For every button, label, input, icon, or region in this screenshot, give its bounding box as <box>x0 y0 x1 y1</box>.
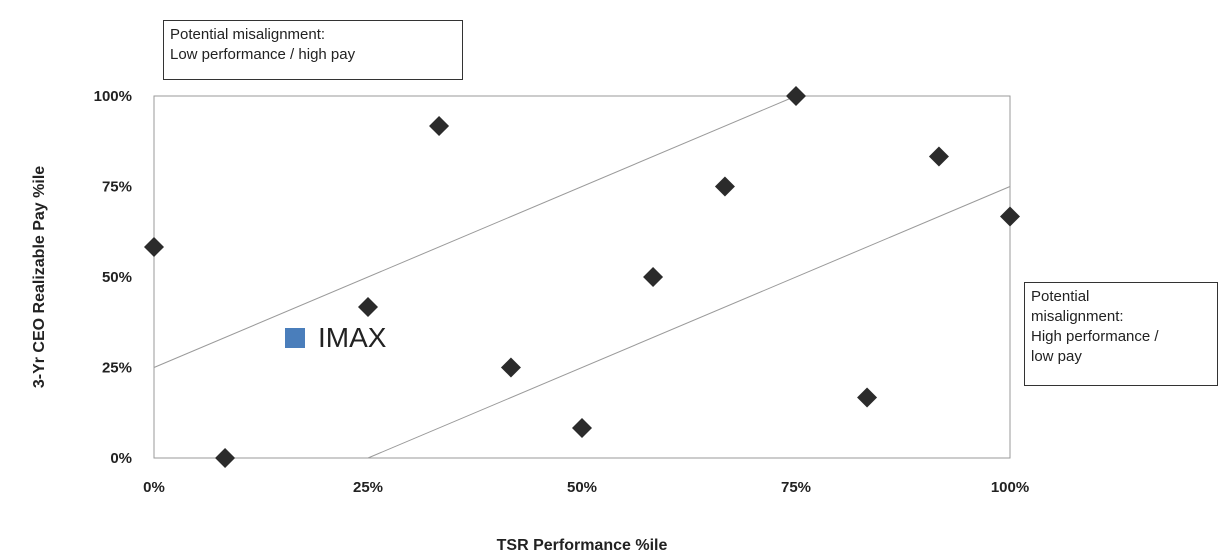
x-tick-label: 50% <box>567 479 597 496</box>
data-point <box>500 357 521 378</box>
annotation-line: Potential misalignment: <box>170 26 326 43</box>
legend: IMAX <box>285 322 386 354</box>
data-point <box>358 297 378 318</box>
annotation-line: Potential <box>1031 288 1090 305</box>
legend-swatch <box>285 328 305 348</box>
annotation-line: misalignment: <box>1031 308 1124 325</box>
x-tick-label: 25% <box>353 479 383 496</box>
y-tick-label: 50% <box>102 269 132 286</box>
reference-line-2 <box>367 186 1011 459</box>
y-tick-label: 0% <box>110 450 132 467</box>
data-point <box>857 387 878 408</box>
data-point <box>572 417 592 438</box>
y-tick-label: 100% <box>94 88 132 105</box>
x-tick-label: 100% <box>991 479 1029 496</box>
data-point <box>786 86 806 106</box>
reference-lines <box>153 95 1011 459</box>
annotation-low-performance-high-pay: Potential misalignment: Low performance … <box>163 20 463 80</box>
legend-label: IMAX <box>318 322 387 353</box>
x-axis-tick-labels: 0% 25% 50% 75% 100% <box>143 479 1029 496</box>
annotation-line: low pay <box>1031 348 1082 365</box>
data-point <box>643 267 664 287</box>
data-point <box>928 146 949 167</box>
data-point <box>1000 206 1020 227</box>
annotation-high-performance-low-pay: Potential misalignment: High performance… <box>1024 282 1218 386</box>
annotation-line: Low performance / high pay <box>170 46 356 63</box>
annotation-line: High performance / <box>1031 328 1159 345</box>
y-axis-title: 3-Yr CEO Realizable Pay %ile <box>31 166 48 388</box>
data-point <box>429 116 450 137</box>
data-point <box>714 176 735 197</box>
data-point <box>215 448 236 468</box>
x-axis-title: TSR Performance %ile <box>497 537 668 554</box>
y-tick-label: 75% <box>102 179 132 196</box>
reference-line-1 <box>153 95 797 368</box>
x-tick-label: 0% <box>143 479 165 496</box>
y-axis-tick-labels: 0% 25% 50% 75% 100% <box>94 88 132 467</box>
y-tick-label: 25% <box>102 360 132 377</box>
plot-frame <box>153 95 1011 459</box>
data-point <box>144 236 164 257</box>
x-tick-label: 75% <box>781 479 811 496</box>
data-points <box>144 86 1020 468</box>
